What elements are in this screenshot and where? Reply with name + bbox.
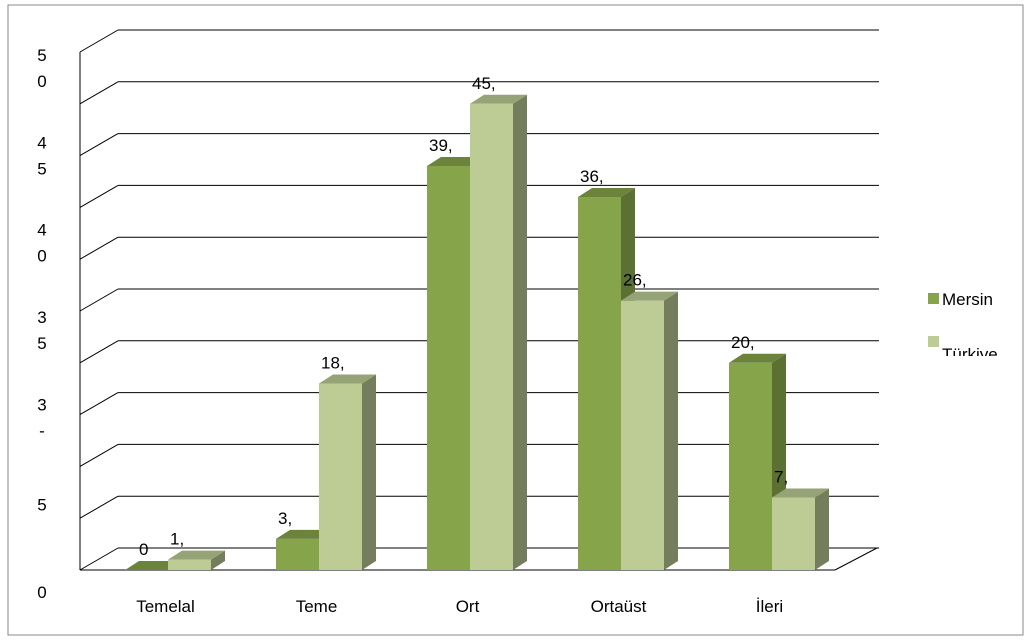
bar-top xyxy=(578,188,635,198)
bar-top xyxy=(276,529,333,539)
y-tick-label: 5 xyxy=(37,46,46,65)
y-tick-label: 4 xyxy=(37,221,46,240)
bar-front xyxy=(276,538,319,570)
bar-side xyxy=(362,374,376,570)
bar-side xyxy=(815,488,829,570)
bar-top xyxy=(621,291,678,301)
bar-front xyxy=(470,103,513,571)
bar-front xyxy=(427,165,470,570)
bar-top xyxy=(729,353,786,363)
bar-front xyxy=(621,300,664,570)
x-tick-label: Ort xyxy=(456,597,480,616)
legend-label: Mersin xyxy=(942,290,993,309)
bar-front xyxy=(168,559,211,570)
side-grid-line xyxy=(79,81,119,105)
value-label: 20, xyxy=(731,333,755,352)
value-label: 1, xyxy=(170,530,184,549)
x-tick-label: Ortaüst xyxy=(591,597,647,616)
side-grid-line xyxy=(79,133,119,157)
x-tick-label: Teme xyxy=(296,597,338,616)
value-label: 0 xyxy=(139,540,148,559)
bar-top xyxy=(427,156,484,166)
bar-top xyxy=(470,94,527,104)
side-grid-line xyxy=(79,288,119,312)
bar-side xyxy=(513,94,527,571)
legend-swatch xyxy=(928,336,939,347)
bar-top xyxy=(168,550,225,560)
bar-top xyxy=(319,374,376,384)
legend-swatch xyxy=(928,293,939,304)
y-tick-label: 3 xyxy=(37,395,46,414)
bar xyxy=(772,488,829,570)
y-tick-label: 5 xyxy=(37,496,46,515)
x-tick-label: Temelal xyxy=(136,597,195,616)
value-label: 7, xyxy=(774,467,788,486)
bar-top xyxy=(125,561,182,570)
side-grid-line xyxy=(79,236,119,260)
x-tick-label: İleri xyxy=(756,597,783,616)
value-label: 39, xyxy=(429,136,453,155)
legend-label: Türkiye xyxy=(942,345,998,364)
bar-top xyxy=(772,488,829,498)
y-tick-label: 5 xyxy=(37,334,46,353)
y-tick-label: - xyxy=(39,421,45,440)
side-grid-line xyxy=(79,340,119,364)
bar-front xyxy=(772,497,815,570)
y-tick-label: 3 xyxy=(37,308,46,327)
y-tick-label: 4 xyxy=(37,133,46,152)
value-label: 36, xyxy=(580,167,604,186)
y-tick-label: 0 xyxy=(37,72,46,91)
bar-front xyxy=(578,197,621,571)
side-grid-line xyxy=(79,547,119,571)
bar xyxy=(729,353,786,570)
value-label: 18, xyxy=(321,354,345,373)
value-label: 3, xyxy=(278,509,292,528)
side-grid-line xyxy=(79,29,119,53)
y-tick-label: 0 xyxy=(37,583,46,602)
side-grid-line xyxy=(79,495,119,519)
y-tick-label: 0 xyxy=(37,247,46,266)
bar-side xyxy=(211,550,225,570)
value-label: 45, xyxy=(472,74,496,93)
value-label: 26, xyxy=(623,271,647,290)
bar xyxy=(621,291,678,570)
side-grid-line xyxy=(79,443,119,467)
bar-front xyxy=(319,383,362,570)
bar-front xyxy=(729,362,772,570)
floor-right xyxy=(834,547,878,571)
bar xyxy=(470,94,527,571)
legend: Mersin Türkiye xyxy=(928,290,998,364)
side-grid-line xyxy=(79,392,119,416)
side-grid-line xyxy=(79,184,119,208)
bar xyxy=(319,374,376,570)
bar-side xyxy=(664,291,678,570)
bar xyxy=(168,550,225,570)
y-tick-label: 5 xyxy=(37,159,46,178)
bar xyxy=(125,561,182,570)
